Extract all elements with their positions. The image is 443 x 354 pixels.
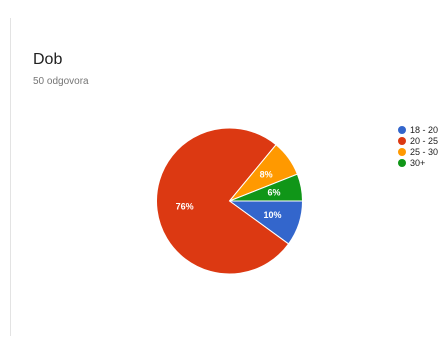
pie-slice-label: 10% bbox=[264, 210, 282, 220]
legend-label: 18 - 20 bbox=[410, 124, 439, 135]
legend-swatch bbox=[398, 158, 406, 167]
legend-swatch bbox=[398, 136, 406, 145]
pie-slice-20-25[interactable] bbox=[156, 127, 290, 275]
legend-item[interactable]: 30+ bbox=[398, 157, 438, 168]
legend-item[interactable]: 18 - 20 bbox=[398, 124, 438, 135]
pie-slice-label: 76% bbox=[176, 202, 194, 212]
chart-legend: 18 - 20 20 - 25 25 - 30 30+ bbox=[398, 124, 438, 168]
response-count: 50 odgovora bbox=[33, 76, 89, 87]
legend-label: 30+ bbox=[410, 157, 426, 168]
legend-item[interactable]: 25 - 30 bbox=[398, 146, 438, 157]
pie-slice-label: 6% bbox=[267, 188, 280, 198]
pie-slice-30[interactable] bbox=[229, 173, 304, 202]
legend-label: 20 - 25 bbox=[410, 135, 439, 146]
legend-item[interactable]: 20 - 25 bbox=[398, 135, 438, 146]
legend-swatch bbox=[398, 125, 406, 134]
pie-slice-label: 8% bbox=[260, 169, 273, 179]
question-title: Dob bbox=[33, 51, 63, 68]
card-left-border bbox=[10, 18, 11, 336]
legend-label: 25 - 30 bbox=[410, 146, 439, 157]
legend-swatch bbox=[398, 147, 406, 156]
